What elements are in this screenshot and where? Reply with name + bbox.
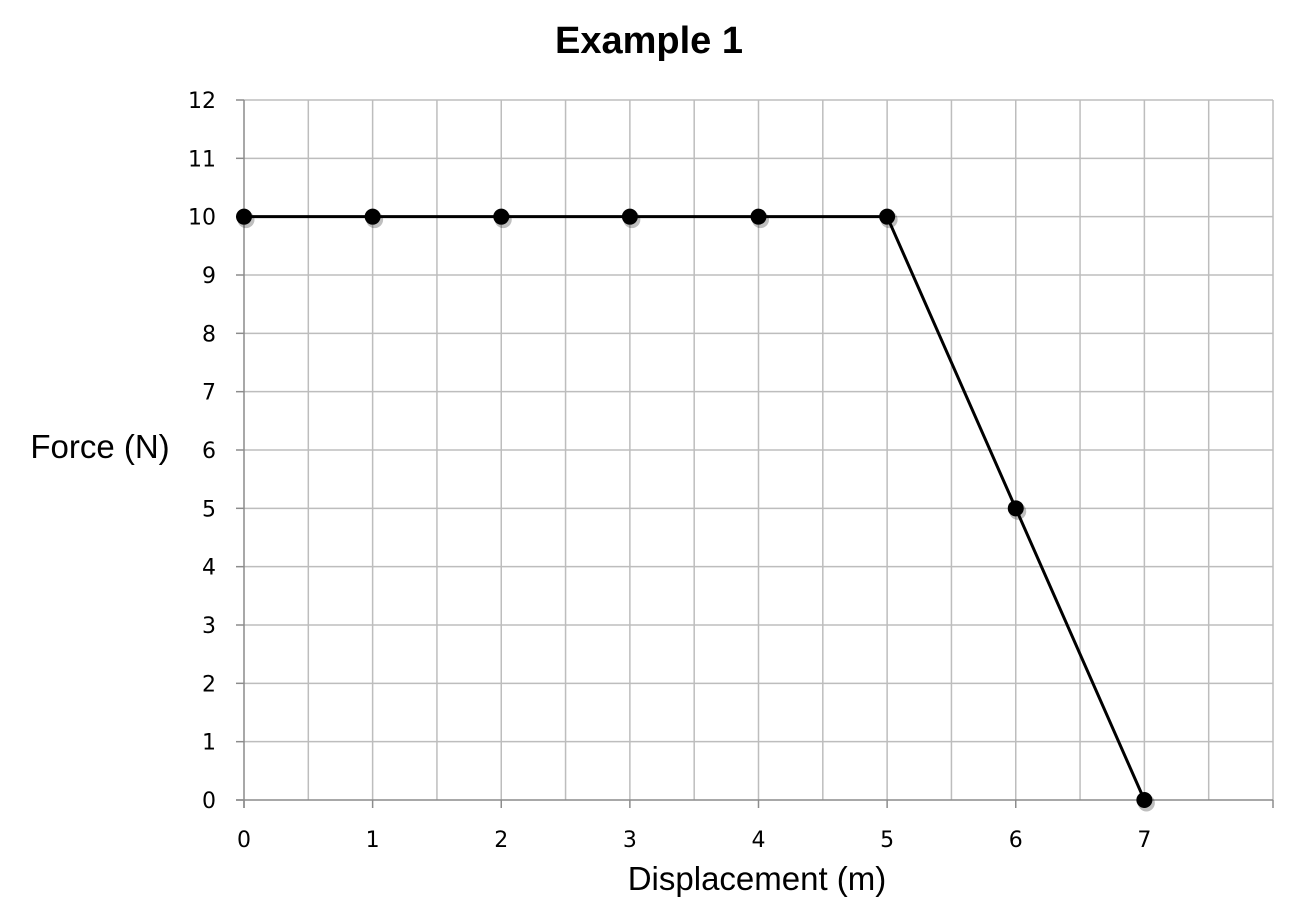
y-tick-label: 1 [202,731,216,756]
x-tick-label: 0 [237,828,251,853]
series-group [236,208,1155,812]
x-tick-label: 5 [880,828,894,853]
data-point [1007,500,1024,517]
data-point [621,208,638,225]
x-tick-label: 2 [494,828,508,853]
data-point [1136,792,1153,808]
y-tick-label: 10 [188,206,216,231]
data-point [750,208,767,225]
y-tick-label: 2 [202,672,216,697]
y-tick-label: 12 [188,89,216,114]
y-tick-label: 8 [202,322,216,347]
series-line [244,215,1146,801]
chart-title: Example 1 [555,20,743,62]
x-tick-label: 6 [1009,828,1023,853]
y-tick-label: 6 [202,439,216,464]
x-axis-label: Displacement (m) [628,860,887,897]
y-tick-label: 9 [202,264,216,289]
y-tick-label: 5 [202,497,216,522]
y-tick-label: 4 [202,556,216,581]
x-tick-label: 7 [1137,828,1151,853]
x-tick-labels: 0 1 2 3 4 5 6 7 [237,828,1151,853]
y-tick-label: 7 [202,381,216,406]
y-tick-label: 0 [202,789,216,814]
y-tick-label: 3 [202,614,216,639]
y-axis-label: Force (N) [30,428,169,465]
y-tick-label: 11 [188,147,216,172]
x-tick-label: 4 [752,828,766,853]
axes [236,99,1274,808]
x-tick-label: 1 [366,828,380,853]
data-point [879,208,896,225]
grid [244,99,1274,800]
x-tick-label: 3 [623,828,637,853]
data-point [493,208,510,225]
data-point [236,208,252,225]
data-point [364,208,381,225]
